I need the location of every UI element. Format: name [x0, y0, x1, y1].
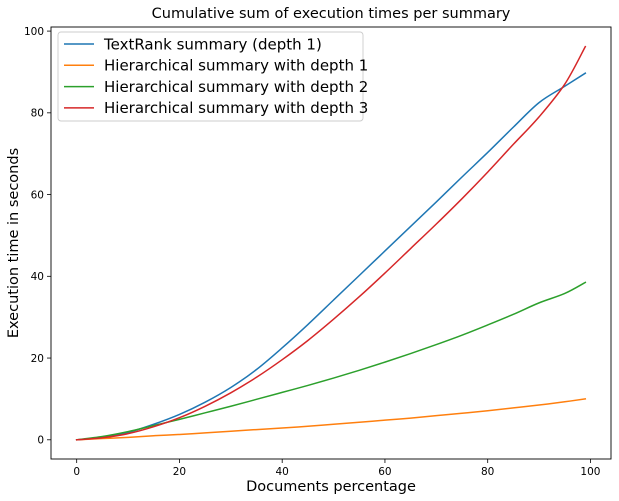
y-tick-label: 0: [37, 435, 44, 447]
x-tick-label: 60: [378, 466, 391, 478]
legend-box: [57, 31, 364, 122]
series-line-2: [75, 398, 587, 441]
y-tick-label: 100: [24, 26, 44, 38]
y-axis-label: Execution time in seconds: [6, 148, 22, 338]
legend-label-4: Hierarchical summary with depth 3: [104, 99, 368, 117]
x-tick-label: 100: [580, 466, 600, 478]
legend-label-2: Hierarchical summary with depth 1: [104, 57, 368, 75]
legend-label-3: Hierarchical summary with depth 2: [104, 78, 368, 96]
x-axis-label: Documents percentage: [246, 479, 416, 495]
legend-entries: TextRank summary (depth 1) Hierarchical s…: [64, 35, 368, 117]
plot-area-frame: [50, 26, 612, 460]
y-axis-ticks: 0 20 40 60 80 100: [24, 26, 51, 447]
y-tick-label: 60: [31, 189, 44, 201]
y-tick-label: 20: [31, 353, 44, 365]
plot-lines: [75, 45, 587, 441]
x-axis-ticks: 0 20 40 60 80 100: [73, 459, 600, 478]
x-tick-label: 80: [481, 466, 494, 478]
legend-label-1: TextRank summary (depth 1): [103, 35, 322, 53]
series-line-4: [75, 45, 587, 441]
x-tick-label: 40: [276, 466, 289, 478]
x-tick-label: 20: [173, 466, 186, 478]
y-tick-label: 80: [31, 108, 44, 120]
x-tick-label: 0: [73, 466, 80, 478]
series-line-1: [75, 72, 587, 441]
y-tick-label: 40: [31, 271, 44, 283]
chart-title: Cumulative sum of execution times per su…: [152, 6, 511, 22]
legend: TextRank summary (depth 1) Hierarchical s…: [57, 31, 368, 122]
